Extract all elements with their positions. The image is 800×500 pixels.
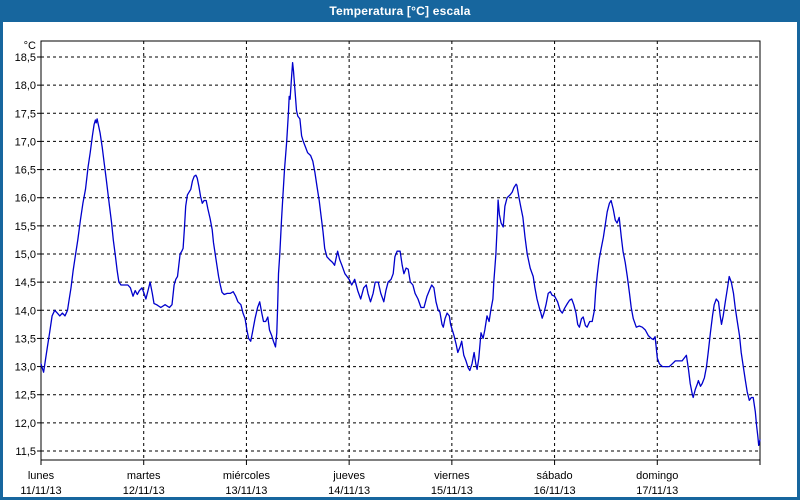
temperature-chart: 18,5 18,0 17,5 17,0 16,5 16,0 15,5 15,0 14,5 14,0… — [15, 40, 761, 497]
y-tick-label: 17,0 — [15, 136, 36, 148]
y-tick-label: 18,0 — [15, 80, 36, 92]
title-bar: Temperatura [°C] escala — [3, 0, 797, 22]
x-day-label: martes — [127, 470, 161, 482]
y-tick-label: 15,0 — [15, 249, 36, 261]
y-tick-label: 13,5 — [15, 333, 36, 345]
temperature-line — [40, 61, 761, 447]
y-tick-label: 14,0 — [15, 305, 36, 317]
x-date-label: 16/11/13 — [534, 485, 576, 497]
x-date-label: 11/11/13 — [20, 485, 61, 497]
x-day-label: miércoles — [223, 470, 271, 482]
x-day-label: lunes — [28, 470, 55, 482]
x-day-label: domingo — [636, 470, 678, 482]
chart-area: 18,5 18,0 17,5 17,0 16,5 16,0 15,5 15,0 14,5 14,0… — [3, 22, 797, 497]
x-day-label: jueves — [332, 470, 365, 482]
window-title: Temperatura [°C] escala — [329, 4, 471, 18]
x-date-label: 12/11/13 — [123, 485, 165, 497]
y-tick-label: 14,5 — [15, 277, 36, 289]
x-day-label: sábado — [537, 470, 573, 482]
x-date-label: 14/11/13 — [328, 485, 370, 497]
y-tick-label: 12,0 — [15, 418, 36, 430]
y-tick-label: 12,5 — [15, 390, 36, 402]
y-tick-label: 15,5 — [15, 221, 36, 233]
x-date-label: 13/11/13 — [225, 485, 267, 497]
x-date-label: 15/11/13 — [431, 485, 473, 497]
y-tick-label: 17,5 — [15, 108, 36, 120]
y-tick-label: 18,5 — [15, 52, 36, 64]
y-tick-label: 16,5 — [15, 165, 36, 177]
y-axis-unit-label: °C — [24, 40, 36, 52]
x-date-label: 17/11/13 — [636, 485, 678, 497]
y-tick-label: 13,0 — [15, 362, 36, 374]
plot-border — [40, 40, 761, 461]
y-tick-label: 16,0 — [15, 193, 36, 205]
y-tick-label: 11,5 — [15, 446, 36, 458]
x-day-label: viernes — [434, 470, 470, 482]
